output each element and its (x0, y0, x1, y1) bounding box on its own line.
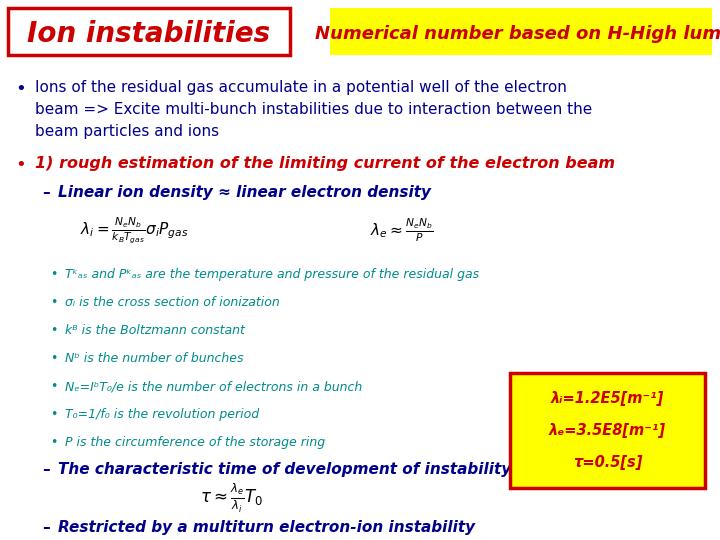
Text: Linear ion density ≈ linear electron density: Linear ion density ≈ linear electron den… (58, 185, 431, 200)
Text: •: • (50, 352, 58, 365)
Text: $\lambda_i = \frac{N_e N_b}{k_B T_{gas}} \sigma_i P_{gas}$: $\lambda_i = \frac{N_e N_b}{k_B T_{gas}}… (80, 215, 189, 245)
Text: T₀=1/f₀ is the revolution period: T₀=1/f₀ is the revolution period (65, 408, 259, 421)
Text: P is the circumference of the storage ring: P is the circumference of the storage ri… (65, 436, 325, 449)
Bar (330, 8, 712, 55)
Text: $\tau \approx \frac{\lambda_e}{\lambda_i} T_0$: $\tau \approx \frac{\lambda_e}{\lambda_i… (200, 482, 264, 515)
Text: •: • (50, 296, 58, 309)
Text: beam particles and ions: beam particles and ions (35, 124, 219, 139)
Text: λₑ=3.5E8[m⁻¹]: λₑ=3.5E8[m⁻¹] (549, 423, 666, 438)
Bar (510, 373, 705, 488)
Text: Nᵇ is the number of bunches: Nᵇ is the number of bunches (65, 352, 243, 365)
Text: $\lambda_e \approx \frac{N_e N_b}{P}$: $\lambda_e \approx \frac{N_e N_b}{P}$ (370, 216, 433, 244)
Text: σᵢ is the cross section of ionization: σᵢ is the cross section of ionization (65, 296, 280, 309)
Text: λᵢ=1.2E5[m⁻¹]: λᵢ=1.2E5[m⁻¹] (551, 390, 664, 406)
Text: beam => Excite multi-bunch instabilities due to interaction between the: beam => Excite multi-bunch instabilities… (35, 102, 593, 117)
Text: τ=0.5[s]: τ=0.5[s] (573, 456, 642, 470)
Text: •: • (50, 324, 58, 337)
Text: •: • (50, 268, 58, 281)
Text: •: • (50, 436, 58, 449)
Text: –: – (42, 520, 50, 535)
Text: •: • (15, 156, 26, 174)
Text: •: • (50, 408, 58, 421)
Text: The characteristic time of development of instability: The characteristic time of development o… (58, 462, 511, 477)
Text: Ion instabilities: Ion instabilities (27, 20, 271, 48)
Text: Numerical number based on H-High lumi: Numerical number based on H-High lumi (315, 25, 720, 43)
Text: Nₑ=IᵇT₀/e is the number of electrons in a bunch: Nₑ=IᵇT₀/e is the number of electrons in … (65, 380, 362, 393)
Bar (8, 8, 290, 55)
Text: 1) rough estimation of the limiting current of the electron beam: 1) rough estimation of the limiting curr… (35, 156, 615, 171)
Text: •: • (15, 80, 26, 98)
Text: –: – (42, 185, 50, 200)
Text: Ions of the residual gas accumulate in a potential well of the electron: Ions of the residual gas accumulate in a… (35, 80, 567, 95)
Text: Restricted by a multiturn electron-ion instability: Restricted by a multiturn electron-ion i… (58, 520, 475, 535)
Text: Tᵏₐₛ and Pᵏₐₛ are the temperature and pressure of the residual gas: Tᵏₐₛ and Pᵏₐₛ are the temperature and pr… (65, 268, 479, 281)
Text: kᴮ is the Boltzmann constant: kᴮ is the Boltzmann constant (65, 324, 245, 337)
Text: •: • (50, 380, 58, 393)
Text: –: – (42, 462, 50, 477)
